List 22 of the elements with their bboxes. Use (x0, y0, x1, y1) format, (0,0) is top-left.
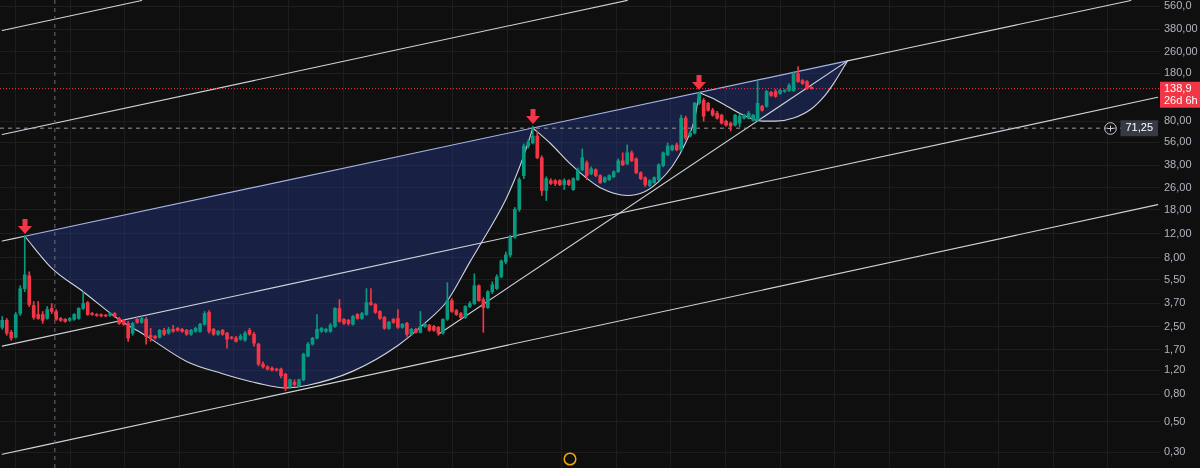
ref-line-label: 138,9 (1164, 81, 1192, 94)
y-tick-label: 3,70 (1164, 296, 1186, 309)
y-tick-label: 560,0 (1164, 0, 1192, 12)
y-tick-label: 56,00 (1164, 135, 1192, 148)
y-tick-label: 1,70 (1164, 342, 1186, 355)
y-tick-label: 18,00 (1164, 202, 1192, 215)
text: 26d 6h (1164, 93, 1198, 106)
y-tick-label: 38,00 (1164, 158, 1192, 171)
y-tick-label: 0,80 (1164, 387, 1186, 400)
y-tick-label: 8,00 (1164, 250, 1186, 263)
y-tick-label: 12,00 (1164, 226, 1192, 239)
y-tick-label: 180,0 (1164, 66, 1192, 79)
y-tick-label: 5,50 (1164, 272, 1186, 285)
y-tick-label: 380,00 (1164, 22, 1198, 35)
y-tick-label: 260,00 (1164, 44, 1198, 57)
y-tick-label: 26,00 (1164, 180, 1192, 193)
y-tick-label: 1,20 (1164, 363, 1186, 376)
y-tick-label: 80,00 (1164, 114, 1192, 127)
y-tick-label: 0,50 (1164, 415, 1186, 428)
y-tick-label: 2,50 (1164, 319, 1186, 332)
y-tick-label: 0,30 (1164, 445, 1186, 458)
ref-line-label: 71,25 (1125, 121, 1153, 134)
